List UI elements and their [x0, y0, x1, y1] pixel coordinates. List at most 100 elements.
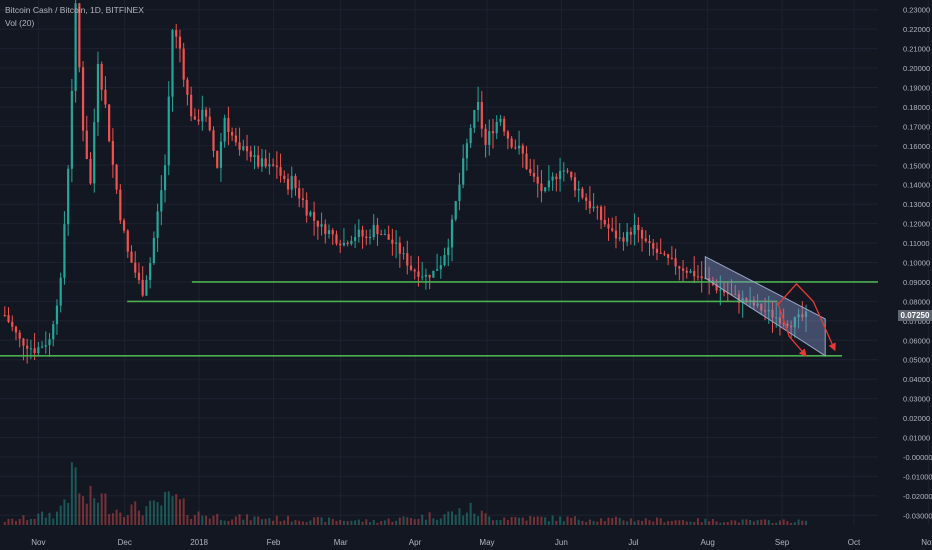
volume-bar	[458, 508, 461, 525]
candle-body	[439, 265, 442, 270]
volume-bar	[682, 520, 685, 525]
volume-bar	[357, 519, 360, 525]
volume-bar	[100, 493, 103, 525]
candle-body	[603, 219, 606, 225]
volume-bar	[499, 519, 502, 525]
time-tick-label: Dec	[118, 538, 132, 547]
volume-bar	[152, 500, 155, 525]
candle-body	[331, 230, 334, 235]
volume-bar	[484, 513, 487, 525]
volume-bar	[465, 512, 468, 525]
time-tick-label: Jun	[555, 538, 568, 547]
candle-body	[305, 199, 308, 216]
volume-bar	[272, 520, 275, 525]
volume-bars	[3, 462, 808, 525]
candle-body	[67, 168, 70, 225]
volume-bar	[130, 504, 133, 525]
price-candles	[3, 0, 808, 364]
candle-body	[585, 197, 588, 201]
candle-body	[424, 274, 428, 277]
candle-body	[637, 224, 640, 231]
candle-body	[126, 230, 129, 252]
volume-bar	[212, 515, 215, 525]
volume-bar	[439, 518, 442, 525]
candle-body	[115, 164, 118, 190]
volume-bar	[436, 519, 439, 525]
candle-body	[134, 262, 137, 273]
price-tick-label: 0.20000	[903, 64, 930, 73]
price-tick-label: 0.13000	[903, 200, 930, 209]
candle-body	[387, 234, 390, 240]
volume-bar	[182, 498, 185, 525]
candle-body	[316, 220, 319, 227]
volume-bar	[629, 518, 632, 525]
candle-body	[752, 299, 755, 306]
candle-body	[55, 305, 59, 325]
candle-body	[104, 89, 107, 105]
candle-body	[763, 310, 767, 312]
volume-bar	[588, 519, 591, 525]
volume-bar	[525, 520, 528, 525]
volume-bar	[443, 514, 446, 525]
candle-body	[413, 269, 416, 272]
candle-body	[70, 90, 73, 169]
volume-bar	[555, 520, 558, 525]
candle-body	[640, 230, 644, 239]
candle-body	[555, 176, 558, 180]
candle-body	[432, 270, 435, 278]
candle-body	[473, 109, 476, 129]
candle-body	[231, 131, 234, 136]
volume-bar	[711, 518, 714, 525]
candle-body	[59, 277, 62, 306]
volume-bar	[573, 516, 576, 525]
candle-body	[197, 119, 200, 122]
volume-bar	[778, 520, 781, 525]
volume-bar	[82, 496, 85, 525]
candle-body	[160, 190, 163, 212]
candle-body	[156, 211, 159, 238]
price-tick-label: -0.03000	[903, 511, 932, 520]
candle-body	[469, 128, 472, 144]
candle-body	[551, 176, 554, 181]
candle-body	[365, 236, 368, 239]
volume-bar	[764, 519, 767, 525]
candle-body	[201, 109, 204, 122]
volume-bar	[59, 505, 62, 525]
candle-body	[607, 224, 610, 229]
volume-bar	[246, 514, 249, 525]
volume-bar	[287, 515, 290, 525]
volume-bar	[126, 515, 129, 525]
candle-body	[85, 130, 88, 160]
volume-bar	[149, 500, 152, 525]
volume-bar	[514, 516, 517, 525]
price-tick-label: -0.01000	[903, 472, 932, 481]
volume-bar	[339, 519, 342, 525]
candle-body	[18, 332, 21, 339]
candle-body	[74, 3, 77, 91]
volume-bar	[201, 515, 204, 525]
candle-body	[696, 276, 700, 278]
candle-body	[324, 224, 327, 234]
candle-body	[48, 339, 51, 346]
volume-bar	[637, 520, 640, 525]
candle-body	[242, 146, 245, 150]
candle-body	[286, 178, 290, 190]
candle-body	[715, 284, 718, 291]
volume-bar	[428, 512, 431, 525]
candle-body	[741, 298, 744, 303]
time-tick-label: Aug	[701, 538, 715, 547]
candle-body	[11, 321, 14, 327]
candle-body	[175, 30, 178, 37]
volume-bar	[421, 514, 424, 525]
price-tick-label: 0.09000	[903, 278, 930, 287]
candle-body	[655, 248, 659, 253]
candle-body	[667, 254, 670, 258]
candle-body	[476, 102, 480, 110]
volume-bar	[67, 502, 70, 525]
time-tick-label: Sep	[775, 538, 790, 547]
volume-bar	[775, 522, 778, 525]
volume-bar	[63, 499, 66, 525]
candle-body	[294, 176, 297, 189]
price-tick-label: 0.07000	[903, 317, 930, 326]
